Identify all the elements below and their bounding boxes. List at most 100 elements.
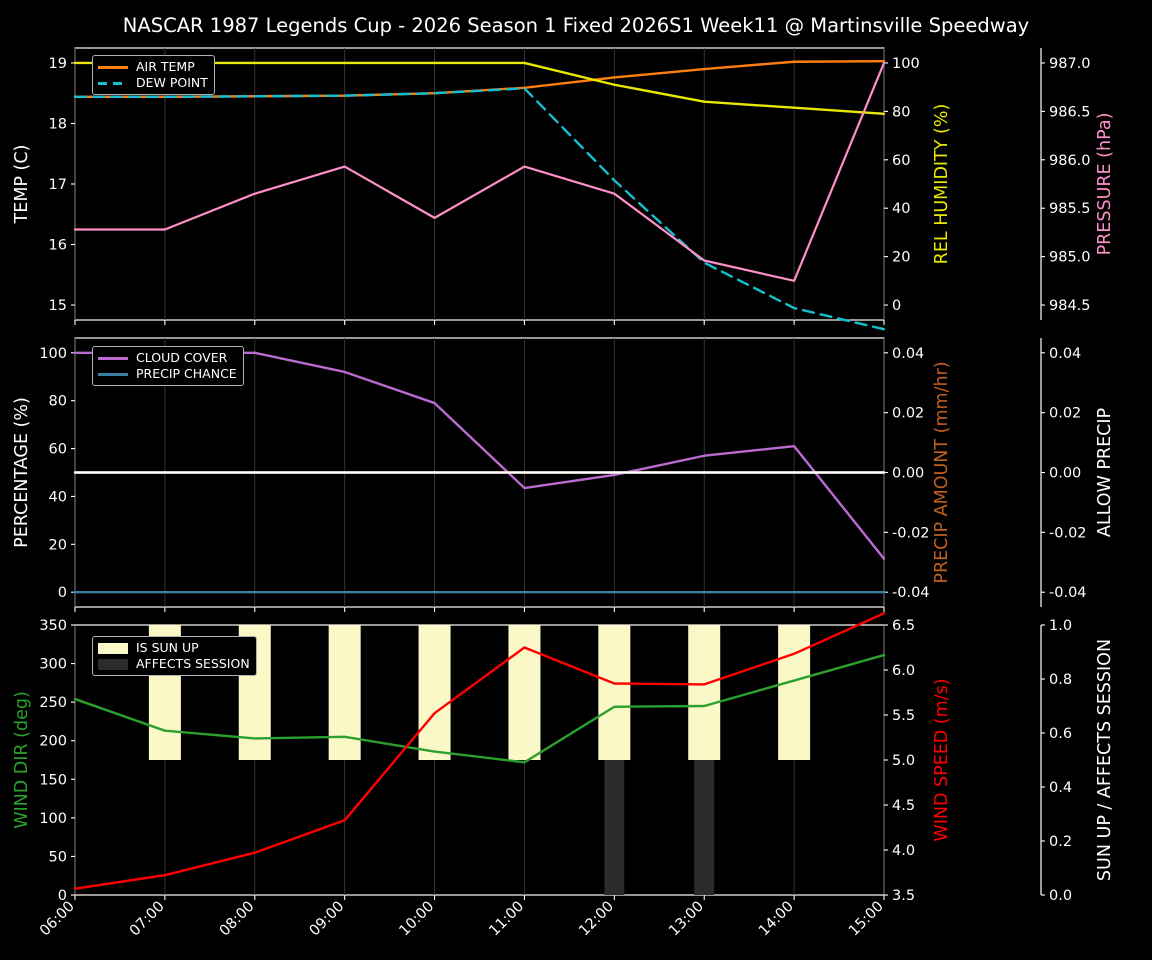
axis-tick-label: 40 — [892, 201, 910, 217]
x-axis-tick-label: 09:00 — [307, 899, 348, 940]
axis-tick-label: 100 — [892, 56, 920, 72]
axis-tick-label: 15 — [49, 298, 67, 314]
axis-tick-label: 0.2 — [1049, 834, 1072, 850]
series-line-pressure — [73, 61, 886, 282]
precip-chance-line-icon — [98, 368, 128, 380]
axis-tick-label: 100 — [39, 811, 67, 827]
bar-affects-session — [604, 760, 625, 895]
axis-tick-label: -0.02 — [892, 525, 930, 541]
axis-tick-label: -0.04 — [1049, 585, 1087, 601]
x-axis-tick-label: 13:00 — [666, 899, 707, 940]
legend-item-precip-chance[interactable]: PRECIP CHANCE — [98, 366, 237, 382]
series-line-wind-speed — [73, 612, 886, 890]
axis-tick-label: 984.5 — [1049, 298, 1091, 314]
axis-tick-label: 4.0 — [892, 843, 915, 859]
bar-is-sun-up — [418, 625, 451, 760]
axis-tick-label: -0.04 — [892, 585, 930, 601]
axis-tick-label: 150 — [39, 772, 67, 788]
legend-label-cloud-cover: CLOUD COVER — [136, 350, 228, 365]
axis-tick-label: 0 — [892, 298, 901, 314]
axis-tick-label: 0.6 — [1049, 726, 1072, 742]
axis-tick-label: 0 — [58, 888, 67, 904]
axis-tick-label: 987.0 — [1049, 56, 1091, 72]
axis-tick-label: 0.04 — [1049, 346, 1081, 362]
axis-tick-label: 0.0 — [1049, 888, 1072, 904]
axis-tick-label: 40 — [49, 489, 67, 505]
axis-tick-label: 5.0 — [892, 753, 915, 769]
axis-tick-label: 0.04 — [892, 346, 924, 362]
legend-temperature[interactable]: AIR TEMP DEW POINT — [92, 55, 215, 95]
legend-item-air-temp[interactable]: AIR TEMP — [98, 59, 208, 75]
bar-is-sun-up — [508, 625, 541, 760]
axis-tick-label: 80 — [49, 394, 67, 410]
legend-percentage[interactable]: CLOUD COVER PRECIP CHANCE — [92, 346, 244, 386]
legend-item-affects-session[interactable]: AFFECTS SESSION — [98, 656, 250, 672]
legend-wind[interactable]: IS SUN UP AFFECTS SESSION — [92, 636, 257, 676]
axis-tick-label: 200 — [39, 734, 67, 750]
bar-affects-session — [694, 760, 715, 895]
wind-panel: 0 50 100 150 200 250 300 350 3.5 4.0 4.5 5.0 5.5 6.0 6… — [12, 612, 1115, 904]
axis-tick-label: 300 — [39, 657, 67, 673]
axis-tick-label: 20 — [49, 537, 67, 553]
axis-label-right: WIND SPEED (m/s) — [932, 678, 952, 841]
axis-tick-label: 60 — [892, 153, 910, 169]
legend-item-is-sun-up[interactable]: IS SUN UP — [98, 640, 250, 656]
axis-tick-label: 18 — [49, 116, 67, 132]
bar-is-sun-up — [598, 625, 631, 760]
x-axis-tick-label: 15:00 — [846, 899, 887, 940]
legend-label-dew-point: DEW POINT — [136, 75, 208, 90]
air-temp-line-icon — [98, 61, 128, 73]
page-title: NASCAR 1987 Legends Cup - 2026 Season 1 … — [122, 14, 1030, 37]
axis-tick-label: 17 — [49, 177, 67, 193]
axis-tick-label: 6.5 — [892, 618, 915, 634]
x-axis-tick-label: 10:00 — [397, 899, 438, 940]
axis-tick-label: 5.5 — [892, 708, 915, 724]
affects-session-patch-icon — [98, 658, 128, 670]
series-line-dew-point — [73, 87, 886, 331]
axis-tick-label: 0.02 — [892, 406, 924, 422]
axis-tick-label: 6.0 — [892, 663, 915, 679]
axis-tick-label: 19 — [49, 56, 67, 72]
axis-label-right-outer: SUN UP / AFFECTS SESSION — [1095, 639, 1115, 881]
axis-tick-label: 0.02 — [1049, 406, 1081, 422]
cloud-cover-line-icon — [98, 352, 128, 364]
axis-tick-label: 250 — [39, 695, 67, 711]
axis-label-right-outer: ALLOW PRECIP — [1095, 408, 1115, 537]
x-axis-tick-label: 12:00 — [576, 899, 617, 940]
axis-label-left: PERCENTAGE (%) — [12, 397, 32, 548]
axis-tick-label: 350 — [39, 618, 67, 634]
axis-tick-label: 60 — [49, 442, 67, 458]
axis-tick-label: 4.5 — [892, 798, 915, 814]
axis-tick-label: -0.02 — [1049, 525, 1087, 541]
axis-label-right-outer: PRESSURE (hPa) — [1095, 113, 1115, 256]
axis-label-left: WIND DIR (deg) — [12, 691, 32, 829]
series-line-wind-dir — [73, 653, 886, 764]
axis-tick-label: 0 — [58, 585, 67, 601]
axis-label-left: TEMP (C) — [12, 145, 32, 225]
x-axis-tick-label: 07:00 — [127, 899, 168, 940]
legend-label-is-sun-up: IS SUN UP — [136, 640, 199, 655]
axis-tick-label: 985.0 — [1049, 250, 1091, 266]
axis-tick-label: 80 — [892, 104, 910, 120]
bar-is-sun-up — [688, 625, 721, 760]
axis-tick-label: 20 — [892, 250, 910, 266]
bar-is-sun-up — [778, 625, 811, 760]
legend-item-cloud-cover[interactable]: CLOUD COVER — [98, 350, 237, 366]
axis-tick-label: 16 — [49, 238, 67, 254]
legend-item-dew-point[interactable]: DEW POINT — [98, 75, 208, 91]
x-axis-tick-label: 14:00 — [756, 899, 797, 940]
axis-tick-label: 0.4 — [1049, 780, 1072, 796]
x-axis-tick-label: 11:00 — [486, 899, 527, 940]
legend-label-affects-session: AFFECTS SESSION — [136, 656, 250, 671]
x-axis-tick-label: 08:00 — [217, 899, 258, 940]
dew-point-dashed-line-icon — [98, 77, 128, 89]
axis-label-right: PRECIP AMOUNT (mm/hr) — [932, 361, 952, 583]
axis-tick-label: 0.8 — [1049, 672, 1072, 688]
axis-tick-label: 0.00 — [1049, 466, 1081, 482]
axis-tick-label: 986.5 — [1049, 104, 1091, 120]
legend-label-precip-chance: PRECIP CHANCE — [136, 366, 237, 381]
legend-label-air-temp: AIR TEMP — [136, 59, 195, 74]
axis-tick-label: 1.0 — [1049, 618, 1072, 634]
